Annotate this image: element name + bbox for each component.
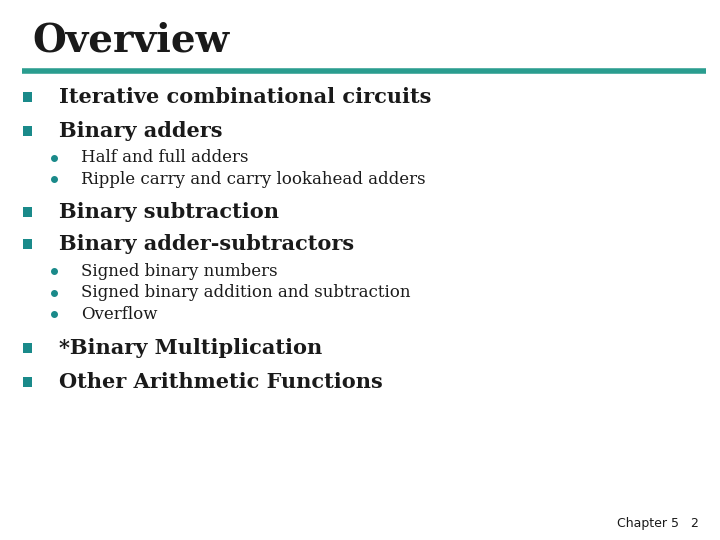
Text: Binary subtraction: Binary subtraction — [59, 201, 279, 222]
Text: Ripple carry and carry lookahead adders: Ripple carry and carry lookahead adders — [81, 171, 426, 188]
Text: Signed binary addition and subtraction: Signed binary addition and subtraction — [81, 284, 411, 301]
Text: Other Arithmetic Functions: Other Arithmetic Functions — [59, 372, 383, 393]
Text: Binary adder-subtractors: Binary adder-subtractors — [59, 234, 354, 254]
Text: *Binary Multiplication: *Binary Multiplication — [59, 338, 323, 359]
Bar — [23, 377, 32, 387]
Bar — [23, 92, 32, 102]
Text: Iterative combinational circuits: Iterative combinational circuits — [59, 87, 431, 107]
Bar — [23, 207, 32, 217]
Text: Binary adders: Binary adders — [59, 121, 222, 141]
Text: Half and full adders: Half and full adders — [81, 149, 249, 166]
Bar — [23, 343, 32, 353]
Bar — [23, 239, 32, 249]
Text: Overflow: Overflow — [81, 306, 158, 323]
Text: Chapter 5   2: Chapter 5 2 — [616, 517, 698, 530]
Bar — [23, 126, 32, 136]
Text: Overview: Overview — [32, 22, 230, 59]
Text: Signed binary numbers: Signed binary numbers — [81, 262, 278, 280]
